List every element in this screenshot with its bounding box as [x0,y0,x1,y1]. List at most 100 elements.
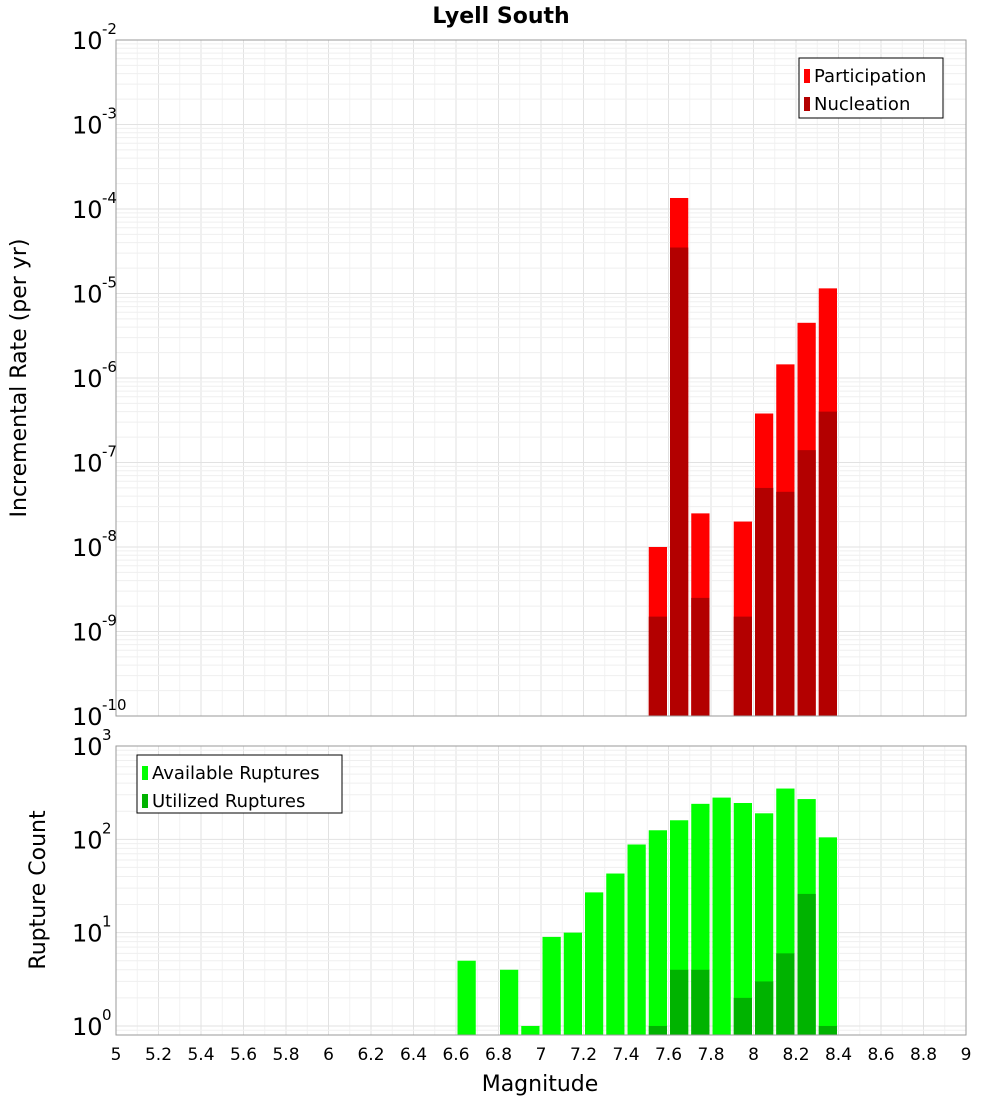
x-tick-label: 5.8 [272,1045,299,1065]
x-tick-label: 7.4 [612,1045,639,1065]
available-ruptures-bar [542,936,561,1035]
top-y-tick-label: 10 [72,703,103,731]
nucleation-bar [648,616,667,716]
top-y-tick-exponent: -6 [102,358,117,376]
top-y-tick-exponent: -9 [102,612,117,630]
utilized-ruptures-legend-label: Utilized Ruptures [152,791,305,812]
utilized-ruptures-bar [691,969,710,1035]
bottom-y-tick-exponent: 0 [102,1006,112,1024]
top-y-tick-exponent: -10 [102,696,127,714]
participation-legend-label: Participation [814,66,926,87]
top-y-tick-label: 10 [72,281,103,309]
bottom-y-axis-title: Rupture Count [26,810,51,970]
available-ruptures-bar [627,844,646,1035]
nucleation-bar [776,491,795,716]
top-y-tick-exponent: -5 [102,274,117,292]
available-ruptures-bar [733,803,752,1035]
x-tick-label: 9 [961,1045,972,1065]
x-axis-title: Magnitude [482,1072,599,1097]
top-legend-frame [798,57,944,119]
utilized-ruptures-bar [670,969,689,1035]
utilized-ruptures-bar [797,893,816,1035]
bottom-legend: Available Ruptures Utilized Ruptures [136,754,343,814]
top-y-tick-exponent: -7 [102,443,117,461]
top-y-tick-label: 10 [72,619,103,647]
available-ruptures-bar [712,797,731,1035]
available-ruptures-bar [521,1025,540,1035]
nucleation-bar [670,247,689,716]
bottom-y-tick-exponent: 3 [102,726,112,744]
top-y-tick-label: 10 [72,196,103,224]
available-ruptures-legend-swatch [142,766,148,780]
x-tick-label: 6.6 [442,1045,469,1065]
x-tick-label: 5.2 [145,1045,172,1065]
bottom-y-tick-exponent: 1 [102,913,112,931]
available-ruptures-bar [457,960,476,1035]
top-y-tick-label: 10 [72,27,103,55]
nucleation-bar [733,616,752,716]
x-tick-label: 7.6 [655,1045,682,1065]
bottom-y-tick-exponent: 2 [102,819,112,837]
top-y-tick-label: 10 [72,365,103,393]
x-tick-label: 6.4 [400,1045,427,1065]
x-tick-label: 8.8 [910,1045,937,1065]
x-tick-label: 7.8 [697,1045,724,1065]
x-tick-label: 7 [536,1045,547,1065]
x-tick-label: 6.8 [485,1045,512,1065]
available-ruptures-bar [755,813,774,1035]
bottom-y-tick-label: 10 [72,733,103,761]
x-tick-label: 6 [323,1045,334,1065]
x-tick-label: 8.2 [782,1045,809,1065]
bottom-y-tick-label: 10 [72,1013,103,1041]
top-plot-frame [115,39,967,717]
x-tick-label: 8.4 [825,1045,852,1065]
available-ruptures-bar [606,873,625,1035]
top-y-tick-label: 10 [72,450,103,478]
top-y-tick-label: 10 [72,112,103,140]
top-y-tick-exponent: -8 [102,527,117,545]
top-y-tick-exponent: -2 [102,20,117,38]
bottom-legend-frame [136,754,343,814]
x-tick-label: 5 [111,1045,122,1065]
x-tick-label: 5.6 [230,1045,257,1065]
utilized-ruptures-legend-swatch [142,794,148,808]
top-bars [648,197,837,716]
available-ruptures-bar [563,932,582,1035]
utilized-ruptures-bar [755,981,774,1035]
nucleation-bar [818,411,837,716]
nucleation-bar [755,487,774,716]
nucleation-legend-swatch [804,97,810,111]
utilized-ruptures-bar [648,1025,667,1035]
x-tick-label: 8 [748,1045,759,1065]
top-gridlines [115,39,967,717]
top-y-axis-title: Incremental Rate (per yr) [7,239,32,518]
nucleation-bar [797,450,816,716]
utilized-ruptures-bar [733,997,752,1035]
utilized-ruptures-bar [818,1025,837,1035]
available-ruptures-bar [818,837,837,1035]
x-tick-label: 7.2 [570,1045,597,1065]
x-tick-label: 6.2 [357,1045,384,1065]
bottom-bars [457,788,837,1035]
available-ruptures-bar [648,830,667,1035]
participation-legend-swatch [804,69,810,83]
top-y-tick-exponent: -3 [102,105,117,123]
x-tick-label: 8.6 [867,1045,894,1065]
chart-title: Lyell South [432,4,569,29]
available-ruptures-bar [585,892,604,1035]
available-ruptures-bar [500,969,519,1035]
top-y-tick-label: 10 [72,534,103,562]
bottom-plot-frame [115,745,967,1036]
x-tick-labels: 5 5.2 5.4 5.6 5.8 6 6.2 6.4 6.6 6.8 7 7.2 7.4 7.6 7.8 8… [111,1045,972,1065]
available-ruptures-legend-label: Available Ruptures [152,763,320,784]
nucleation-bar [691,597,710,716]
utilized-ruptures-bar [776,953,795,1035]
x-tick-label: 5.4 [187,1045,214,1065]
bottom-y-tick-label: 10 [72,826,103,854]
nucleation-legend-label: Nucleation [814,94,910,115]
bottom-y-tick-label: 10 [72,920,103,948]
